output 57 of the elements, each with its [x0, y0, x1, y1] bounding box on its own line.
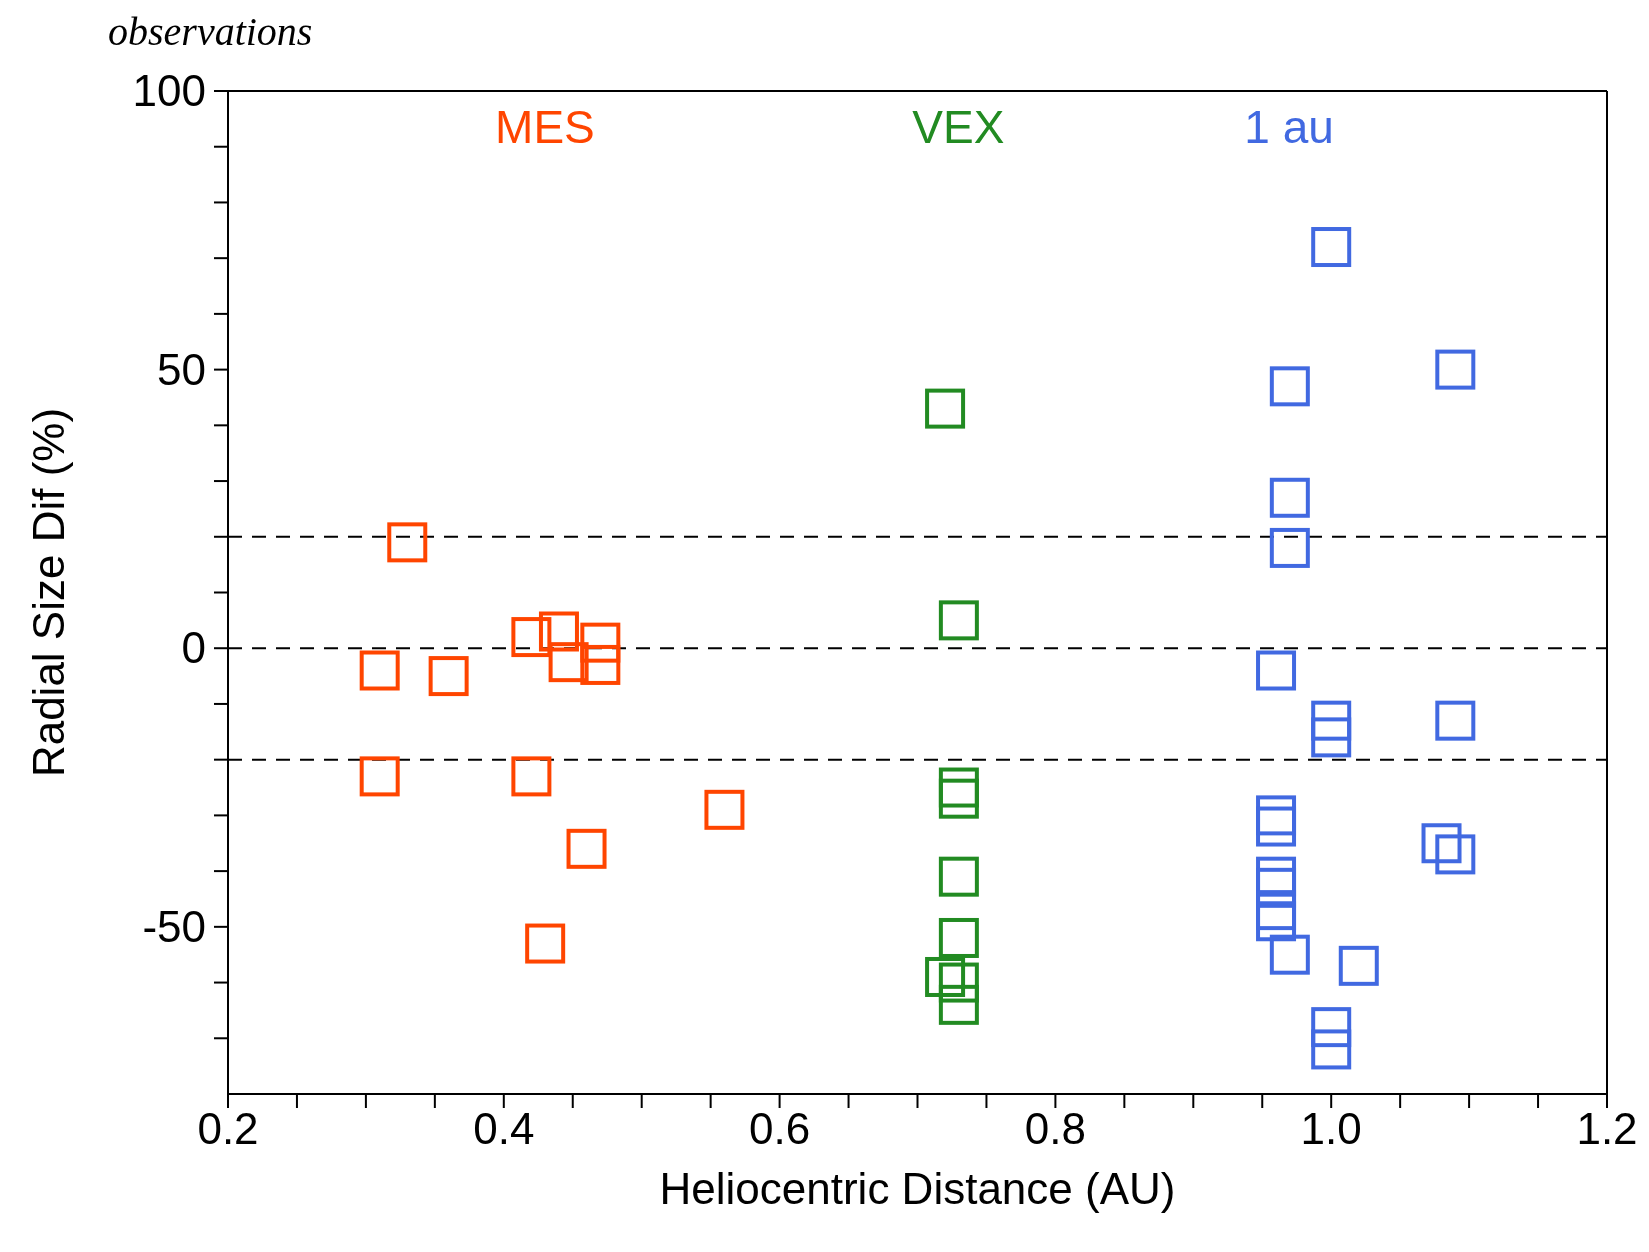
- x-tick-label: 0.2: [197, 1104, 259, 1153]
- point: [428, 656, 469, 697]
- point: [938, 917, 979, 958]
- point: [1269, 366, 1310, 407]
- y-tick-label: 0: [181, 623, 206, 673]
- point: [704, 789, 745, 830]
- point: [925, 956, 966, 997]
- point: [548, 642, 589, 683]
- point: [1338, 945, 1379, 986]
- point: [1435, 700, 1476, 741]
- point: [1311, 700, 1352, 741]
- point: [1311, 227, 1352, 268]
- text: observations: [108, 8, 314, 54]
- point: [566, 828, 607, 869]
- point: [938, 984, 979, 1025]
- point: [1435, 834, 1476, 875]
- point: [1256, 856, 1297, 897]
- y-tick-label: -50: [142, 901, 206, 951]
- y-tick-label: 100: [132, 66, 206, 115]
- point: [359, 756, 400, 797]
- point: [1256, 901, 1297, 942]
- point: [1435, 349, 1476, 390]
- point: [1269, 934, 1310, 975]
- point: [1269, 527, 1310, 568]
- point: [580, 644, 621, 685]
- point: [538, 611, 579, 652]
- point: [359, 650, 400, 691]
- point: [1269, 477, 1310, 518]
- point: [1256, 650, 1297, 691]
- y-tick-label: 50: [157, 344, 206, 394]
- x-tick-label: 1.0: [1300, 1104, 1362, 1153]
- x-tick-label: 0.4: [473, 1104, 535, 1153]
- point: [938, 767, 979, 808]
- text: VEX: [912, 100, 1005, 154]
- point: [511, 617, 552, 658]
- point: [511, 756, 552, 797]
- y-axis-title: Radial Size Dif (%): [23, 407, 73, 778]
- point: [525, 923, 566, 964]
- x-tick-label: 0.8: [1024, 1104, 1086, 1153]
- point: [938, 778, 979, 819]
- point: [1256, 806, 1297, 847]
- point: [1311, 1007, 1352, 1048]
- x-tick-label: 0.6: [749, 1104, 811, 1153]
- text: MES: [495, 100, 595, 154]
- point: [580, 622, 621, 663]
- series-label: 1 au: [1244, 100, 1334, 154]
- point: [1311, 717, 1352, 758]
- point: [925, 388, 966, 429]
- point: [938, 600, 979, 641]
- point: [1421, 823, 1462, 864]
- point: [1256, 795, 1297, 836]
- x-tick-label: 1.2: [1576, 1104, 1638, 1153]
- point: [1311, 1029, 1352, 1070]
- x-axis-title: Heliocentric Distance (AU): [659, 1164, 1176, 1213]
- point: [387, 522, 428, 563]
- point: [938, 962, 979, 1003]
- point: [938, 856, 979, 897]
